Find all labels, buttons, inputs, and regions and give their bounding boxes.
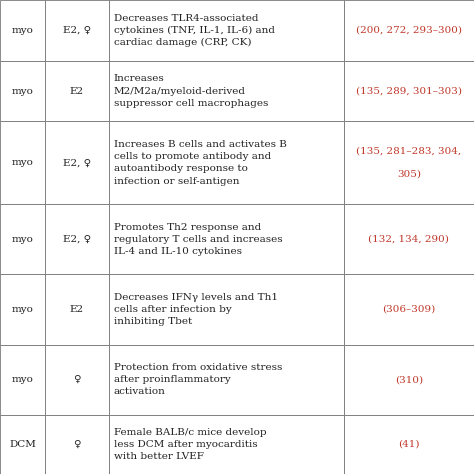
Bar (344, 0, 474, 61)
Bar (0, 274, 45, 345)
Text: E2, ♀: E2, ♀ (63, 235, 91, 244)
Text: (200, 272, 293–300): (200, 272, 293–300) (356, 26, 462, 35)
Text: myo: myo (11, 87, 34, 95)
Bar (109, 345, 344, 415)
Bar (45, 274, 109, 345)
Text: ♀: ♀ (73, 375, 81, 384)
Bar (344, 345, 474, 415)
Bar (344, 121, 474, 204)
Text: myo: myo (11, 158, 34, 167)
Bar (0, 204, 45, 274)
Bar (45, 204, 109, 274)
Text: myo: myo (11, 235, 34, 244)
Text: Protection from oxidative stress
after proinflammatory
activation: Protection from oxidative stress after p… (114, 363, 282, 396)
Text: myo: myo (11, 26, 34, 35)
Text: E2, ♀: E2, ♀ (63, 26, 91, 35)
Text: myo: myo (11, 305, 34, 314)
Bar (45, 61, 109, 121)
Text: myo: myo (11, 375, 34, 384)
Bar (109, 0, 344, 61)
Text: ♀: ♀ (73, 440, 81, 449)
Text: (132, 134, 290): (132, 134, 290) (368, 235, 449, 244)
Bar (109, 415, 344, 474)
Text: E2: E2 (70, 87, 84, 95)
Text: Decreases IFNγ levels and Th1
cells after infection by
inhibiting Tbet: Decreases IFNγ levels and Th1 cells afte… (114, 293, 278, 326)
Text: E2: E2 (70, 305, 84, 314)
Bar (344, 415, 474, 474)
Bar (109, 121, 344, 204)
Bar (344, 274, 474, 345)
Bar (344, 204, 474, 274)
Text: Female BALB/c mice develop
less DCM after myocarditis
with better LVEF: Female BALB/c mice develop less DCM afte… (114, 428, 266, 461)
Bar (0, 61, 45, 121)
Text: (41): (41) (398, 440, 419, 449)
Bar (0, 415, 45, 474)
Bar (0, 121, 45, 204)
Text: Increases
M2/M2a/myeloid-derived
suppressor cell macrophages: Increases M2/M2a/myeloid-derived suppres… (114, 74, 268, 108)
Bar (45, 415, 109, 474)
Text: (310): (310) (395, 375, 423, 384)
Text: Decreases TLR4-associated
cytokines (TNF, IL-1, IL-6) and
cardiac damage (CRP, C: Decreases TLR4-associated cytokines (TNF… (114, 13, 275, 47)
Bar (45, 0, 109, 61)
Bar (45, 121, 109, 204)
Bar (109, 204, 344, 274)
Bar (109, 274, 344, 345)
Bar (0, 0, 45, 61)
Bar (0, 345, 45, 415)
Bar (45, 345, 109, 415)
Bar (109, 61, 344, 121)
Bar (344, 61, 474, 121)
Text: 305): 305) (397, 170, 421, 179)
Text: DCM: DCM (9, 440, 36, 449)
Text: Increases B cells and activates B
cells to promote antibody and
autoantibody res: Increases B cells and activates B cells … (114, 140, 287, 185)
Text: Promotes Th2 response and
regulatory T cells and increases
IL-4 and IL-10 cytoki: Promotes Th2 response and regulatory T c… (114, 223, 283, 256)
Text: (306–309): (306–309) (382, 305, 436, 314)
Text: (135, 281–283, 304,: (135, 281–283, 304, (356, 147, 461, 155)
Text: (135, 289, 301–303): (135, 289, 301–303) (356, 87, 462, 95)
Text: E2, ♀: E2, ♀ (63, 158, 91, 167)
